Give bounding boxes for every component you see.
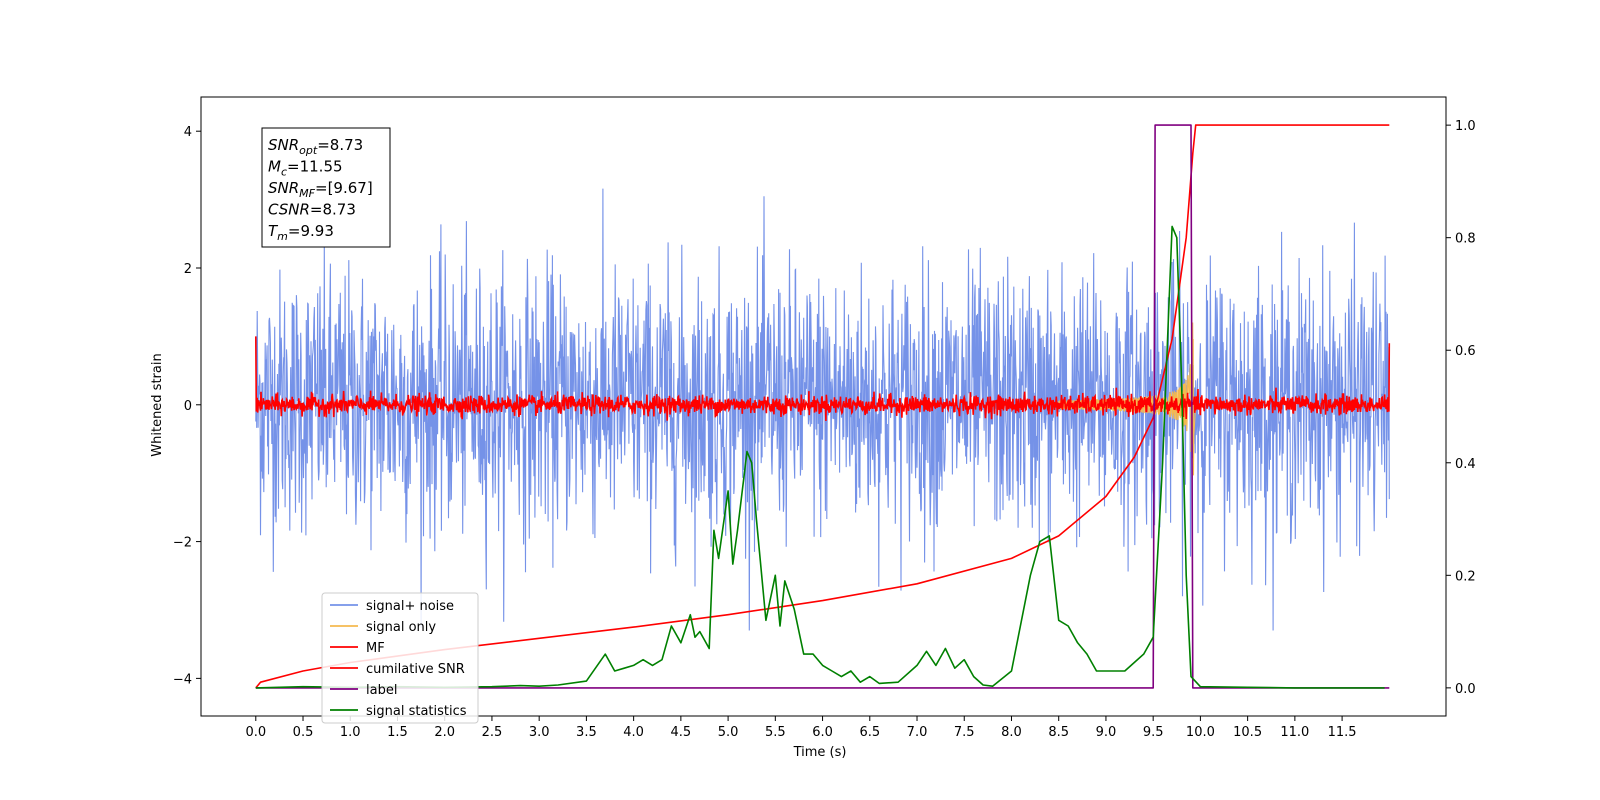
legend-label-signal-only: signal only [366,620,436,635]
legend-label-signal-statistics: signal statistics [366,704,467,719]
y-right-tick-label: 0.4 [1455,457,1476,472]
x-tick-label: 5.0 [718,725,739,740]
y-left-tick-label: 4 [184,125,192,140]
series-label [255,124,1390,689]
x-tick-label: 6.5 [859,725,880,740]
y-right-tick-label: 1.0 [1455,119,1476,134]
y-right-tick-label: 0.2 [1455,569,1476,584]
legend-frame [321,592,479,724]
x-tick-label: 1.5 [387,725,408,740]
x-tick-label: 10.5 [1233,725,1262,740]
annotation-line: Mc=11.55 [268,158,343,179]
x-tick-label: 0.5 [293,725,314,740]
y-right-tick-label: 0.0 [1455,682,1476,697]
x-tick-label: 8.5 [1048,725,1069,740]
x-tick-label: 0.0 [245,725,266,740]
y-axis-label: Whitened strain [150,353,165,456]
x-tick-label: 5.5 [765,725,786,740]
legend: signal+ noise signal only MF cumilative SNR… [321,592,479,724]
legend-label-label: label [366,683,397,698]
annotation-line: CSNR=8.73 [268,201,356,219]
legend-label-mf: MF [366,641,385,656]
y-left-tick-label: 2 [184,262,192,277]
y-right-tick-label: 0.8 [1455,232,1476,247]
y-axis-left-ticks: 4 2 0 −2 −4 [173,125,201,687]
stats-annotation-box: SNRopt=8.73Mc=11.55SNRMF=[9.67]CSNR=8.73… [261,127,391,248]
y-axis-right-ticks: 1.0 0.8 0.6 0.4 0.2 0.0 [1446,119,1476,697]
plot-frame [200,96,1447,717]
y-left-tick-label: −4 [173,672,192,687]
x-tick-label: 10.0 [1186,725,1215,740]
x-axis-ticks: 0.0 0.5 1.0 1.5 2.0 2.5 3.0 3.5 4.0 4.5 5.0 5.5 6.0 6… [245,716,1357,740]
annotation-line: SNRMF=[9.67] [268,179,373,200]
x-tick-label: 11.5 [1328,725,1357,740]
y-left-tick-label: −2 [173,536,192,551]
x-tick-label: 3.5 [576,725,597,740]
x-tick-label: 7.0 [907,725,928,740]
annotation-frame [261,127,391,248]
x-tick-label: 7.5 [954,725,975,740]
x-tick-label: 11.0 [1280,725,1309,740]
x-tick-label: 9.5 [1143,725,1164,740]
x-axis-label: Time (s) [793,745,847,760]
x-tick-label: 4.0 [623,725,644,740]
x-tick-label: 2.0 [434,725,455,740]
legend-label-cumilative-snr: cumilative SNR [366,662,465,677]
annotation-line: Tm=9.93 [268,222,334,243]
series-mf [255,336,1391,422]
x-tick-label: 2.5 [482,725,503,740]
legend-label-signal-noise: signal+ noise [366,599,454,614]
x-tick-label: 1.0 [340,725,361,740]
x-tick-label: 6.0 [812,725,833,740]
x-tick-label: 4.5 [671,725,692,740]
y-left-tick-label: 0 [184,399,192,414]
y-right-tick-label: 0.6 [1455,344,1476,359]
x-tick-label: 9.0 [1096,725,1117,740]
x-tick-label: 3.0 [529,725,550,740]
series-signal-statistics [255,225,1385,689]
x-tick-label: 8.0 [1001,725,1022,740]
annotation-line: SNRopt=8.73 [268,136,363,157]
